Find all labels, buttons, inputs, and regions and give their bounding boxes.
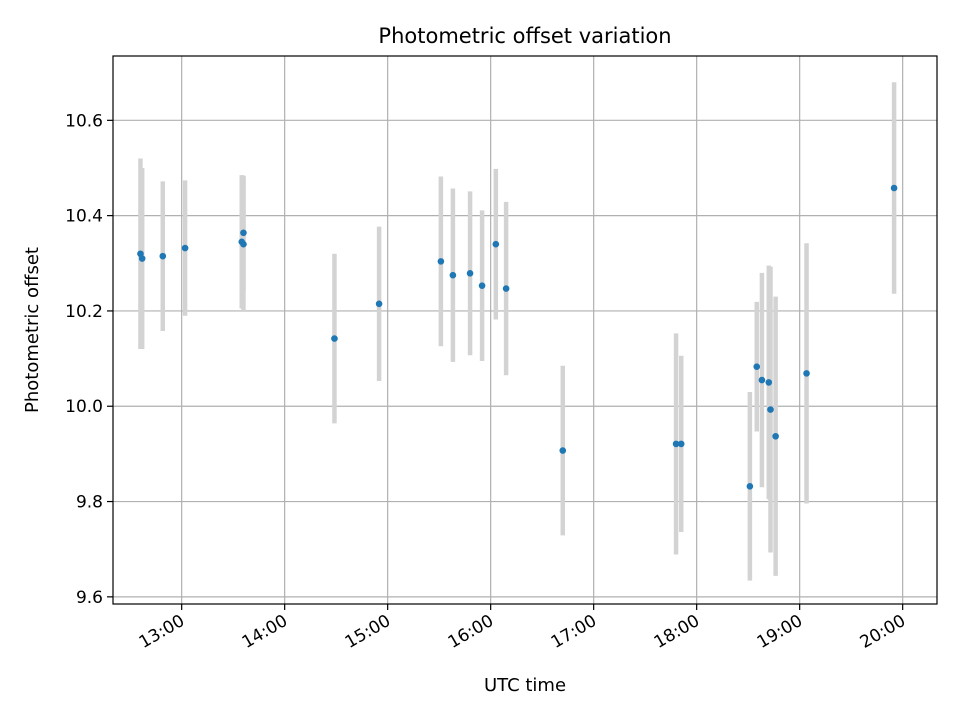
data-points xyxy=(137,184,898,490)
x-tick-label: 16:00 xyxy=(445,611,497,653)
data-point xyxy=(758,376,766,384)
data-point xyxy=(375,300,383,308)
y-axis-ticks: 9.6 9.8 10.0 10.2 10.4 10.6 xyxy=(65,111,113,608)
data-point xyxy=(767,406,774,413)
chart-title: Photometric offset variation xyxy=(378,24,671,48)
data-point xyxy=(677,440,685,448)
x-tick-label: 13:00 xyxy=(136,611,188,653)
data-point xyxy=(466,269,474,277)
x-axis-label: UTC time xyxy=(484,675,566,696)
y-tick-label: 10.2 xyxy=(65,302,103,322)
x-tick-label: 15:00 xyxy=(342,611,394,653)
data-point xyxy=(181,244,189,252)
data-point xyxy=(240,240,247,248)
data-point xyxy=(138,255,146,262)
data-point xyxy=(331,335,338,342)
x-tick-label: 17:00 xyxy=(548,611,600,653)
y-tick-label: 10.4 xyxy=(65,207,103,227)
data-point xyxy=(672,440,680,448)
x-axis-ticks: 13:00 14:00 15:00 16:00 17:00 18:00 19:00 20:00 xyxy=(136,604,909,653)
data-point xyxy=(772,432,779,440)
data-point xyxy=(449,271,457,279)
data-point xyxy=(803,370,810,377)
y-tick-label: 9.8 xyxy=(76,493,103,513)
grid xyxy=(113,56,937,604)
data-point xyxy=(492,240,500,248)
y-tick-label: 10.6 xyxy=(65,111,103,131)
x-tick-label: 19:00 xyxy=(754,611,806,653)
data-point xyxy=(765,379,773,386)
error-bars xyxy=(138,82,897,581)
data-point xyxy=(753,363,761,370)
x-tick-label: 18:00 xyxy=(651,611,703,653)
x-tick-label: 14:00 xyxy=(239,611,291,653)
data-point xyxy=(890,184,898,192)
plot-frame xyxy=(112,55,938,605)
data-point xyxy=(240,229,247,237)
data-point xyxy=(159,252,167,260)
y-tick-label: 10.0 xyxy=(65,397,103,417)
data-point xyxy=(437,258,445,265)
x-tick-label: 20:00 xyxy=(857,611,909,653)
y-tick-label: 9.6 xyxy=(76,588,103,608)
data-point xyxy=(559,447,567,454)
data-point xyxy=(478,282,486,289)
data-point xyxy=(502,285,510,292)
y-axis-label: Photometric offset xyxy=(22,247,43,413)
data-point xyxy=(746,482,754,490)
